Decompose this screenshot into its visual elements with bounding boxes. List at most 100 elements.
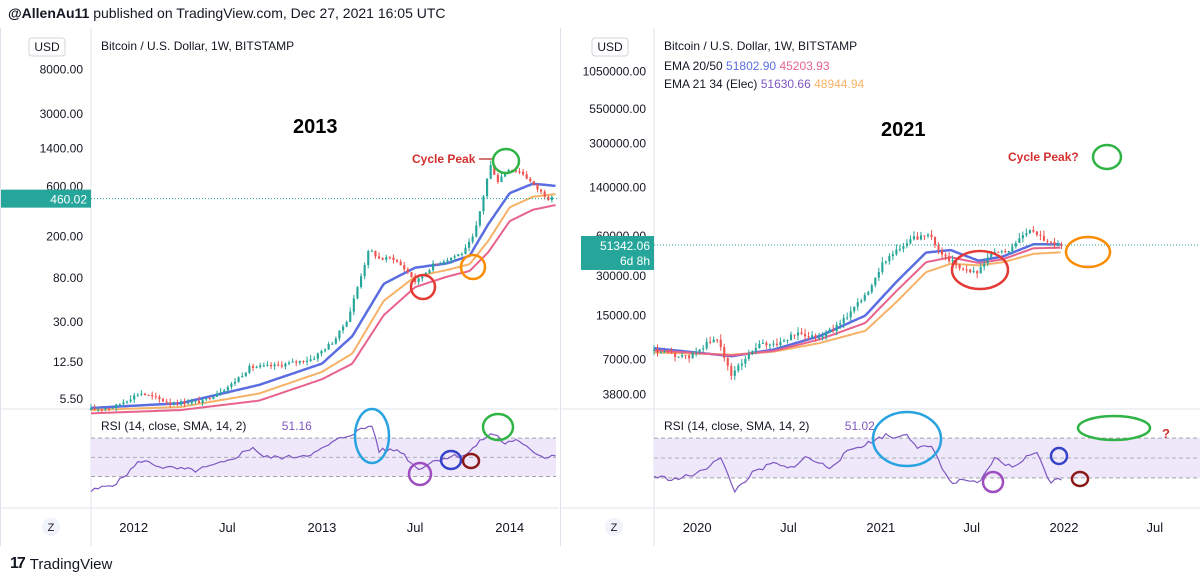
currency-badge xyxy=(28,37,66,57)
candle-body xyxy=(359,276,363,288)
rsi-circle-green xyxy=(1076,414,1152,442)
annotation-year: 2013 xyxy=(293,116,338,138)
candle-body xyxy=(338,330,341,339)
chart-svg-2013[interactable]: 8000.003000.001400.00600.00200.0080.0030… xyxy=(1,28,559,546)
candle-body xyxy=(349,311,352,323)
candle-body xyxy=(187,403,190,405)
ema-legend-value: 51630.66 xyxy=(761,77,814,91)
candle-body xyxy=(503,172,507,177)
candle-body xyxy=(514,170,517,172)
candle-body xyxy=(507,169,510,173)
candle-body xyxy=(709,341,712,343)
candle-body xyxy=(262,365,265,367)
candle-body xyxy=(677,356,680,358)
rsi-circle-blue xyxy=(871,410,943,468)
candle-body xyxy=(761,342,764,344)
candle-body xyxy=(467,241,471,248)
candle-body xyxy=(269,364,273,367)
candle-body xyxy=(176,403,179,405)
candle-body xyxy=(666,351,670,353)
candle-body xyxy=(154,396,157,398)
highlight-circle-red xyxy=(409,273,437,301)
candle-body xyxy=(550,197,553,201)
y-tick-label: 30.00 xyxy=(53,315,83,329)
candle-body xyxy=(716,339,719,341)
candle-body xyxy=(237,377,240,382)
publish-header: @AllenAu11 published on TradingView.com,… xyxy=(8,5,446,25)
candle-body xyxy=(403,265,406,270)
candle-body xyxy=(1046,240,1049,242)
rsi-circle-purple xyxy=(981,470,1005,494)
candle-body xyxy=(751,351,754,354)
candle-body xyxy=(547,196,550,201)
ema-legend-value: 45203.93 xyxy=(779,59,829,73)
candle-body xyxy=(295,361,298,363)
candle-body xyxy=(758,343,761,349)
candle-body xyxy=(712,339,715,343)
rsi-label: RSI (14, close, SMA, 14, 2) xyxy=(664,419,809,433)
rsi-circle-maroon xyxy=(461,452,481,470)
author-name[interactable]: @AllenAu11 xyxy=(8,5,90,21)
candle-body xyxy=(958,264,961,269)
candle-body xyxy=(334,338,337,344)
candle-body xyxy=(737,365,740,371)
x-tick-label: Jul xyxy=(780,520,797,535)
price-tag xyxy=(581,235,654,270)
candle-body xyxy=(421,276,424,279)
candle-body xyxy=(215,393,219,397)
publish-info: published on TradingView.com, Dec 27, 20… xyxy=(93,5,446,21)
candle-body xyxy=(323,349,327,352)
candle-body xyxy=(431,263,435,271)
candle-body xyxy=(309,359,312,361)
ema-line xyxy=(91,204,556,415)
candle-body xyxy=(937,245,940,251)
candle-body xyxy=(305,360,309,363)
ema-legend: EMA 20/50 51802.90 45203.93 xyxy=(664,59,830,73)
candle-body xyxy=(529,178,532,182)
candle-body xyxy=(825,332,828,337)
candle-body xyxy=(1014,243,1017,247)
candle-body xyxy=(543,191,546,197)
candle-body xyxy=(688,355,691,359)
candle-body xyxy=(1035,231,1038,235)
y-tick-label: 5.50 xyxy=(60,392,84,406)
candle-body xyxy=(842,317,845,324)
chart-panel-2013[interactable]: 8000.00 3000.00 1400.00 600.00 200.00 80.00 30… xyxy=(0,28,559,546)
candle-body xyxy=(1007,250,1010,253)
candle-body xyxy=(656,349,659,353)
chart-panel-2021[interactable]: 1050000.00550000.00300000.00140000.00600… xyxy=(560,28,1200,546)
candle-body xyxy=(197,400,201,404)
highlight-circle-orange xyxy=(1064,235,1112,269)
candle-body xyxy=(341,326,345,331)
candle-body xyxy=(814,335,817,338)
candle-body xyxy=(853,306,856,312)
candle-body xyxy=(965,269,968,271)
candle-body xyxy=(525,174,528,179)
y-tick-label: 3800.00 xyxy=(603,387,647,401)
candle-body xyxy=(948,256,951,262)
candle-body xyxy=(356,287,359,299)
candle-body xyxy=(923,235,926,237)
candle-body xyxy=(765,342,768,346)
candle-body xyxy=(226,386,229,391)
candle-body xyxy=(302,360,305,363)
candle-body xyxy=(89,408,93,411)
candle-body xyxy=(93,408,96,410)
chart-svg-2021[interactable]: 1050000.00550000.00300000.00140000.00600… xyxy=(561,28,1200,546)
candle-body xyxy=(1053,241,1056,246)
zoom-reset-label: Z xyxy=(48,522,55,534)
candle-body xyxy=(208,398,211,400)
candle-body xyxy=(521,171,525,175)
candle-body xyxy=(807,336,810,338)
candle-body xyxy=(478,211,481,226)
candle-body xyxy=(158,396,161,400)
candle-body xyxy=(493,164,496,175)
candle-body xyxy=(251,365,255,368)
candle-body xyxy=(392,257,395,261)
x-tick-label: 2020 xyxy=(683,520,712,535)
x-tick-label: Jul xyxy=(219,520,236,535)
ema-legend-label: EMA 20/50 xyxy=(664,59,726,73)
x-tick-label: Jul xyxy=(963,520,980,535)
y-tick-label: 12.50 xyxy=(53,355,83,369)
candle-body xyxy=(219,392,222,394)
